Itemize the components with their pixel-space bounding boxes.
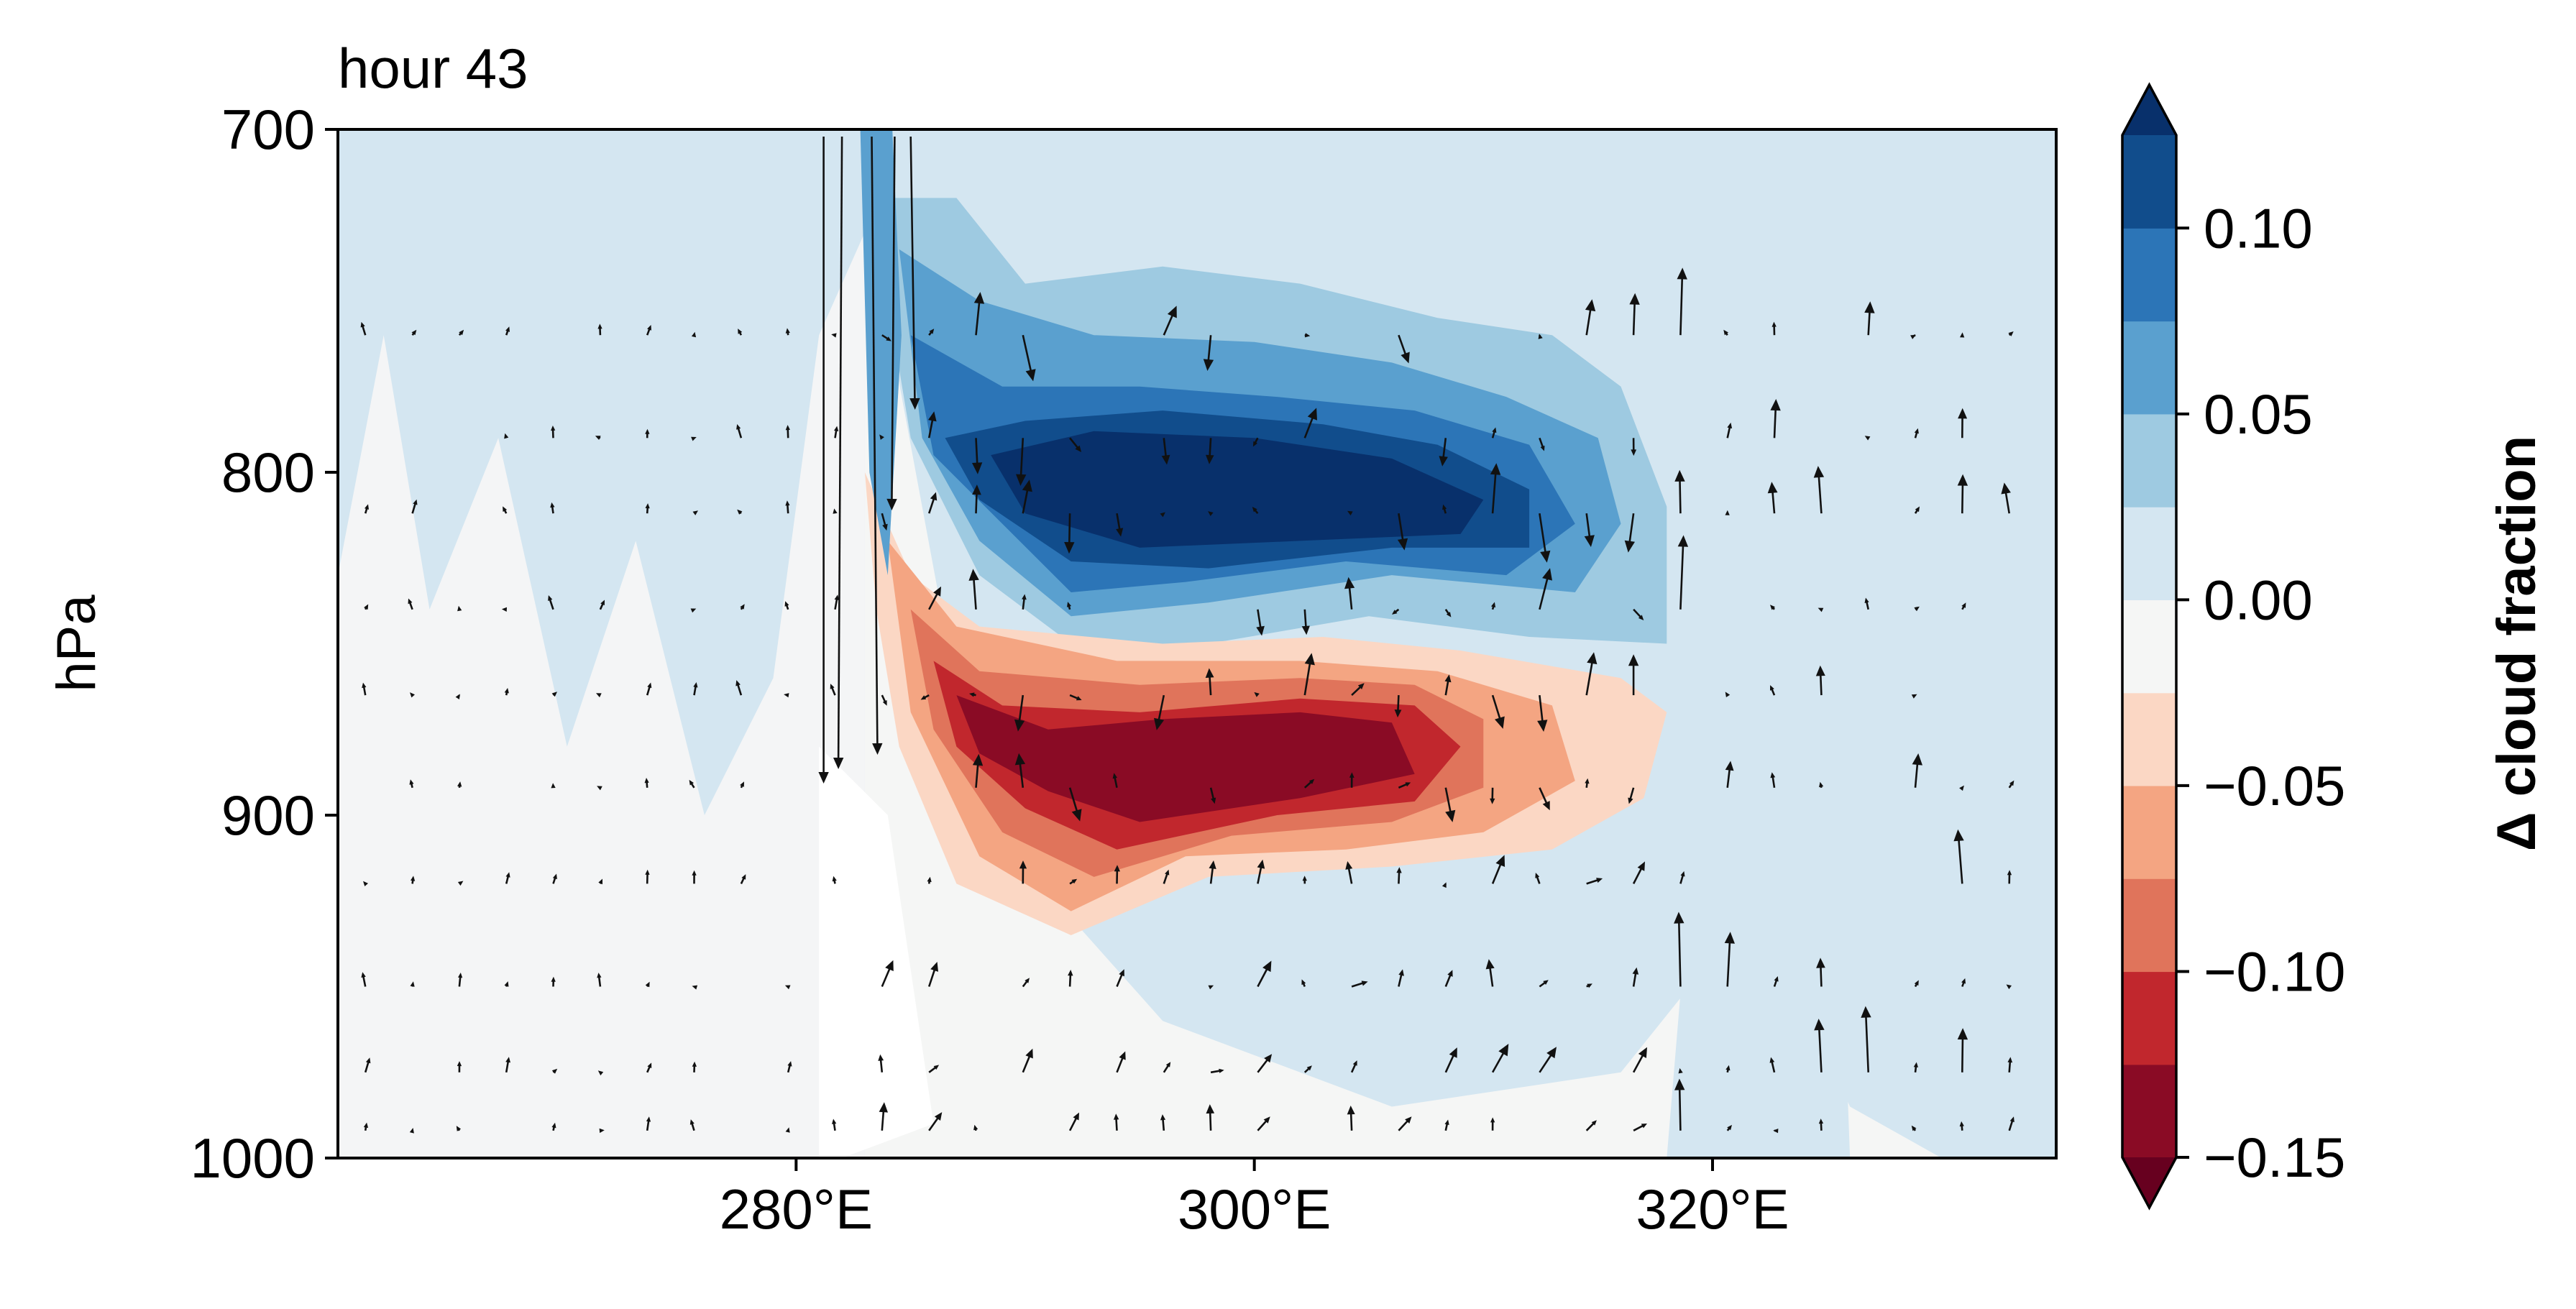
x-tick-label: 280°E	[720, 1177, 873, 1241]
colorbar-swatch	[2122, 693, 2176, 786]
x-tick-label: 300°E	[1178, 1177, 1331, 1241]
colorbar: 0.10 0.05 0.00 −0.05 −0.10 −0.15	[2122, 85, 2345, 1208]
colorbar-tick-label: 0.10	[2204, 196, 2313, 259]
colorbar-label: Δ cloud fraction	[2486, 436, 2547, 851]
colorbar-extend-min	[2122, 1157, 2176, 1208]
chart-title: hour 43	[338, 37, 528, 100]
y-axis: 700 800 900 1000	[190, 98, 338, 1190]
x-axis: 280°E 300°E 320°E	[720, 1158, 1789, 1241]
colorbar-swatch	[2122, 1065, 2176, 1158]
colorbar-swatch	[2122, 135, 2176, 229]
colorbar-swatch	[2122, 228, 2176, 321]
colorbar-tick-label: −0.05	[2204, 754, 2345, 817]
colorbar-swatch	[2122, 321, 2176, 415]
colorbar-swatch	[2122, 972, 2176, 1065]
colorbar-tick-label: −0.15	[2204, 1126, 2345, 1189]
colorbar-swatch	[2122, 786, 2176, 879]
x-tick-label: 320°E	[1636, 1177, 1789, 1241]
colorbar-swatch	[2122, 507, 2176, 600]
colorbar-tick-label: 0.00	[2204, 568, 2313, 631]
colorbar-swatch	[2122, 414, 2176, 507]
colorbar-swatch	[2122, 600, 2176, 693]
y-tick-label: 1000	[190, 1126, 315, 1190]
colorbar-tick-label: 0.05	[2204, 382, 2313, 446]
y-axis-label: hPa	[46, 594, 107, 692]
plot-area	[338, 129, 2056, 1158]
y-tick-label: 700	[221, 98, 315, 161]
y-tick-label: 800	[221, 441, 315, 504]
y-tick-label: 900	[221, 784, 315, 847]
colorbar-extend-max	[2122, 85, 2176, 135]
colorbar-tick-label: −0.10	[2204, 940, 2345, 1003]
colorbar-swatch	[2122, 878, 2176, 972]
